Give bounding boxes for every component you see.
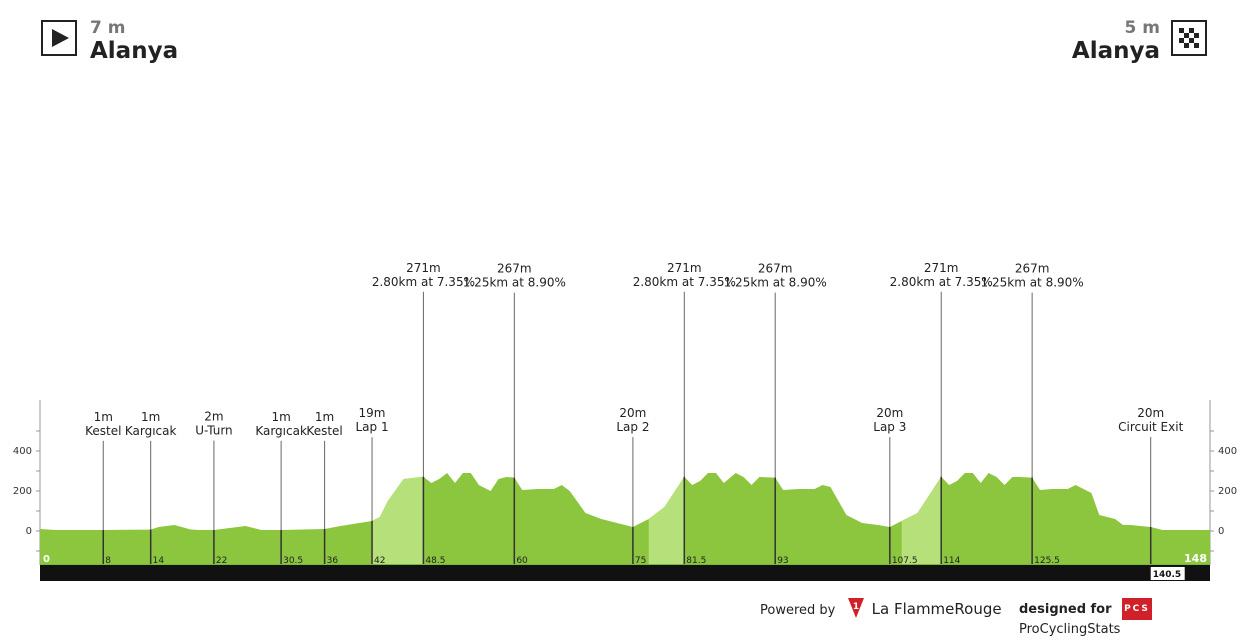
start-city: Alanya	[90, 38, 179, 64]
marker-value: 19m	[359, 406, 386, 420]
climb-segment-area	[901, 476, 942, 565]
marker-label: Lap 2	[616, 420, 649, 434]
distance-bar-top-edge	[40, 564, 1210, 565]
powered-by-label: Powered by	[760, 603, 836, 618]
x-tick-label: 42	[374, 556, 385, 566]
marker-value: 1m	[94, 410, 113, 424]
x-tick-label: 114	[943, 556, 960, 566]
y-tick-label-left: 400	[13, 446, 32, 457]
x-tick-label: 125.5	[1034, 556, 1060, 566]
start-altitude: 7 m	[90, 18, 126, 38]
x-tick-label: 14	[153, 556, 165, 566]
x-tick-label-start: 0	[43, 554, 50, 565]
marker-label: Lap 3	[873, 420, 906, 434]
x-tick-label: 107.5	[892, 556, 918, 566]
distance-bar-background	[40, 565, 1210, 581]
marker-value: 20m	[876, 406, 903, 420]
y-tick-label-right: 400	[1218, 446, 1237, 457]
marker-value: 20m	[619, 406, 646, 420]
x-tick-label: 60	[516, 556, 528, 566]
marker-value: 1m	[315, 410, 334, 424]
marker-value: 267m	[497, 262, 532, 276]
marker-label: 2.80km at 7.35%	[890, 275, 993, 289]
finish-flag-icon	[1171, 20, 1207, 56]
y-tick-label-left: 200	[13, 486, 32, 497]
y-tick-label-right: 0	[1218, 526, 1224, 537]
designed-for-label: designed for	[1019, 602, 1112, 617]
marker-label: 1.25km at 8.90%	[981, 276, 1084, 290]
procyclingstats-brand: ProCyclingStats	[1019, 622, 1121, 637]
marker-value: 267m	[758, 262, 793, 276]
pcs-logo-icon: PCS	[1122, 598, 1152, 620]
y-tick-label-left: 0	[26, 526, 32, 537]
marker-value: 267m	[1015, 262, 1050, 276]
marker-label: 2.80km at 7.35%	[633, 275, 736, 289]
start-header: 7 m Alanya	[90, 18, 178, 64]
x-tick-label: 93	[777, 556, 788, 566]
marker-label: Kestel	[306, 424, 342, 438]
x-tick-label: 75	[635, 556, 646, 566]
marker-label: U-Turn	[195, 424, 232, 438]
marker-label: 2.80km at 7.35%	[372, 275, 475, 289]
designed-for: designed for PCS ProCyclingStats	[1019, 598, 1250, 640]
marker-value: 1m	[271, 410, 290, 424]
route-markers: 1mKestel1mKargıcak2mU-Turn1mKargıcak1mKe…	[85, 261, 1184, 565]
flamme-rouge-brand: La FlammeRouge	[871, 600, 1002, 618]
x-tick-label: 140.5	[1153, 570, 1181, 580]
marker-label: Kargıcak	[125, 424, 177, 438]
svg-text:1: 1	[852, 602, 858, 612]
marker-label: Kestel	[85, 424, 121, 438]
marker-label: 1.25km at 8.90%	[724, 276, 827, 290]
finish-altitude: 5 m	[1124, 18, 1160, 38]
finish-city: Alanya	[1071, 38, 1160, 64]
finish-header: 5 m Alanya	[1072, 18, 1160, 64]
profile-area	[40, 473, 1210, 565]
x-tick-label: 8	[105, 556, 111, 566]
x-tick-label-end: 148	[1184, 552, 1207, 565]
x-tick-label: 22	[216, 556, 227, 566]
climb-segment-area	[648, 476, 685, 565]
marker-label: Kargıcak	[255, 424, 307, 438]
marker-label: Lap 1	[355, 420, 388, 434]
elevation-profile-area	[40, 473, 1210, 565]
x-tick-label: 36	[327, 556, 339, 566]
marker-value: 271m	[667, 261, 702, 275]
y-axes: 0 0 200 200 400 400	[13, 400, 1237, 565]
x-tick-label: 30.5	[283, 556, 303, 566]
marker-value: 1m	[141, 410, 160, 424]
y-tick-label-right: 200	[1218, 486, 1237, 497]
start-flag-icon	[41, 20, 77, 56]
powered-by: Powered by 1 La FlammeRouge	[760, 598, 1002, 625]
marker-value: 271m	[406, 261, 441, 275]
x-tick-label: 81.5	[686, 556, 706, 566]
marker-label: 1.25km at 8.90%	[463, 276, 566, 290]
marker-label: Circuit Exit	[1118, 420, 1183, 434]
distance-bar: 0 8 14 22 30.5 36 42 48.5 60 75 81.5 93 107.5 114 125.…	[40, 552, 1210, 581]
x-tick-label: 48.5	[425, 556, 445, 566]
x-tick-label-box	[1150, 567, 1185, 580]
marker-value: 271m	[924, 261, 959, 275]
climb-segment-area	[372, 476, 424, 565]
flamme-rouge-icon: 1	[847, 598, 864, 625]
marker-value: 2m	[204, 410, 223, 424]
marker-value: 20m	[1137, 406, 1164, 420]
